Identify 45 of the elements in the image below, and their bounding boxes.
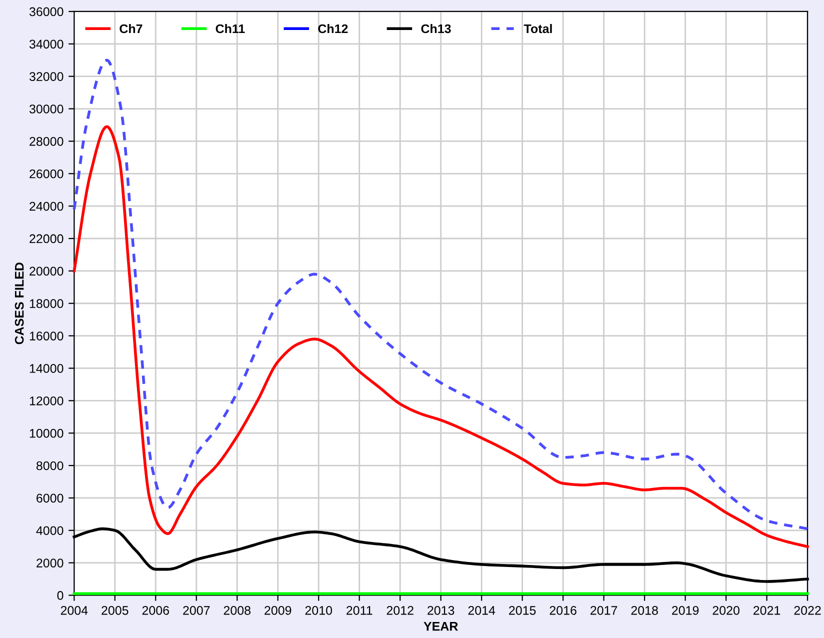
y-tick-label: 14000: [30, 364, 64, 373]
x-tick-label: 2006: [142, 606, 169, 615]
legend-label: Ch12: [318, 24, 348, 34]
x-tick-label: 2008: [224, 606, 250, 615]
x-tick-label: 2014: [468, 606, 496, 615]
x-tick-label: 2020: [712, 606, 740, 615]
y-tick-label: 0: [57, 591, 64, 600]
x-tick-label: 2022: [794, 606, 821, 615]
y-tick-label: 30000: [29, 104, 64, 114]
y-tick-label: 34000: [29, 40, 64, 49]
x-tick-label: 2017: [590, 606, 618, 615]
y-tick-label: 16000: [30, 332, 64, 340]
y-tick-label: 18000: [30, 299, 64, 308]
x-tick-label: 2019: [672, 606, 699, 615]
y-tick-label: 8000: [36, 461, 64, 470]
legend-label: Ch11: [216, 24, 245, 34]
x-tick-label: 2004: [60, 606, 88, 615]
y-tick-label: 26000: [30, 169, 64, 178]
y-tick-label: 24000: [30, 202, 64, 211]
y-tick-label: 32000: [29, 72, 64, 81]
x-tick-label: 2013: [428, 606, 454, 615]
legend-label: Total: [524, 24, 552, 34]
y-tick-label: 2000: [36, 558, 64, 568]
y-tick-label: 4000: [36, 526, 64, 536]
y-tick-label: 10000: [30, 428, 64, 438]
x-tick-label: 2007: [183, 606, 210, 615]
x-tick-label: 2012: [386, 606, 414, 615]
x-tick-label: 2009: [264, 606, 292, 615]
x-tick-label: 2015: [509, 606, 536, 615]
y-axis-title: CASES FILED: [14, 262, 24, 344]
legend-label: Ch13: [421, 24, 451, 34]
x-tick-label: 2016: [550, 606, 576, 615]
y-tick-label: 12000: [30, 396, 64, 406]
x-tick-label: 2010: [305, 606, 332, 615]
y-tick-label: 6000: [36, 494, 64, 503]
x-tick-label: 2005: [102, 606, 128, 615]
legend-label: Ch7: [120, 24, 142, 34]
y-tick-label: 36000: [29, 7, 64, 16]
y-tick-label: 28000: [30, 137, 64, 146]
x-tick-label: 2018: [631, 606, 658, 615]
y-tick-label: 20000: [30, 266, 64, 276]
x-tick-label: 2011: [346, 606, 372, 615]
x-tick-label: 2021: [754, 606, 780, 615]
y-tick-label: 22000: [30, 234, 64, 244]
x-axis-title: YEAR: [424, 622, 458, 631]
